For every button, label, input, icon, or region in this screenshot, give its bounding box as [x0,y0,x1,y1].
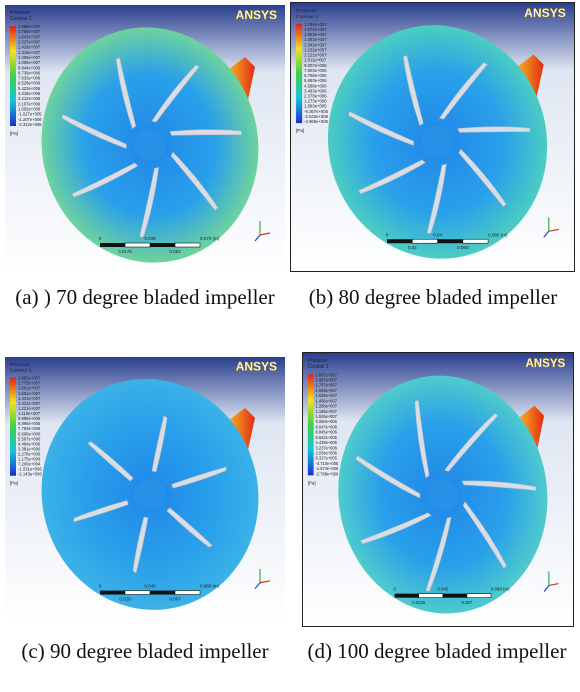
hub [134,479,166,510]
scale-label: 0.040 [144,584,156,589]
scale-label: 0.04 [433,232,442,237]
scale-label: 0.080 (m) [488,232,508,237]
scale-label: 0.053 [169,249,181,254]
hub [421,126,453,158]
ansys-logo: ANSYS [236,360,277,374]
scale-bar-light [125,591,150,595]
legend-unit: [Pa] [296,128,304,133]
scale-bar-dark [387,239,412,243]
hub [134,129,166,161]
scale-label: 0.045 [437,587,448,592]
legend-colorbar [296,24,302,123]
scale-label: 0.070 (m) [200,236,220,241]
caption: (d) 100 degree bladed impeller [302,638,572,665]
contour-plot: PressureContour 11.784e+0071.674e+0071.5… [291,3,574,271]
scale-bar-light [125,243,150,247]
legend-label: -2.312e+006 [18,122,42,127]
scale-bar-light [419,594,443,598]
legend-subtitle: Contour 1 [10,368,32,374]
ansys-logo: ANSYS [524,6,566,20]
legend-unit: [Pa] [10,481,18,486]
scale-label: 0.035 [144,236,156,241]
legend-subtitle: Contour 1 [296,14,318,20]
scale-label: 0.0225 [412,600,426,605]
scale-label: 0.060 [457,245,469,250]
scale-bar-light [175,591,200,595]
ansys-logo: ANSYS [236,8,277,22]
scale-label: 0.0175 [118,249,132,254]
scale-label: 0.067 [462,600,473,605]
caption: (c) 90 degree bladed impeller [10,638,280,665]
scale-bar-dark [150,243,175,247]
caption: (b) 80 degree bladed impeller [298,284,568,311]
legend-title: Pressure [10,362,30,368]
scale-label: 0.080 (m) [200,584,220,589]
hub [427,478,458,510]
contour-plot: PressureContour 12.007e+0071.887e+0071.7… [303,353,573,626]
scale-bar-dark [100,591,125,595]
ansys-logo: ANSYS [525,356,565,370]
scale-label: 0.090 (m) [491,587,510,592]
scale-bar-dark [150,591,175,595]
legend-colorbar [10,26,16,126]
legend-colorbar [308,374,314,475]
caption: (a) ) 70 degree bladed impeller [10,284,280,311]
legend-colorbar [10,378,16,476]
legend-title: Pressure [308,358,327,364]
legend-label: -2.969e+006 [304,119,329,124]
legend-subtitle: Contour 1 [10,16,32,22]
scale-bar-light [175,243,200,247]
scale-bar-light [463,239,488,243]
scale-label: 0.020 [119,596,131,601]
legend-unit: [Pa] [10,131,18,136]
scale-bar-light [467,594,491,598]
scale-bar-light [412,239,437,243]
scale-bar-dark [395,594,419,598]
figure: PressureContour 11.868e+0071.758e+0071.6… [0,0,580,692]
legend-label: -2.143e+006 [18,472,42,477]
scale-bar-dark [438,239,463,243]
legend-label: -2.788e+006 [316,471,339,476]
scale-label: 0.02 [408,245,417,250]
legend-subtitle: Contour 1 [308,364,329,370]
scale-bar-dark [443,594,467,598]
scale-bar-dark [100,243,125,247]
scale-label: 0.067 [169,596,181,601]
legend-unit: [Pa] [308,480,316,485]
